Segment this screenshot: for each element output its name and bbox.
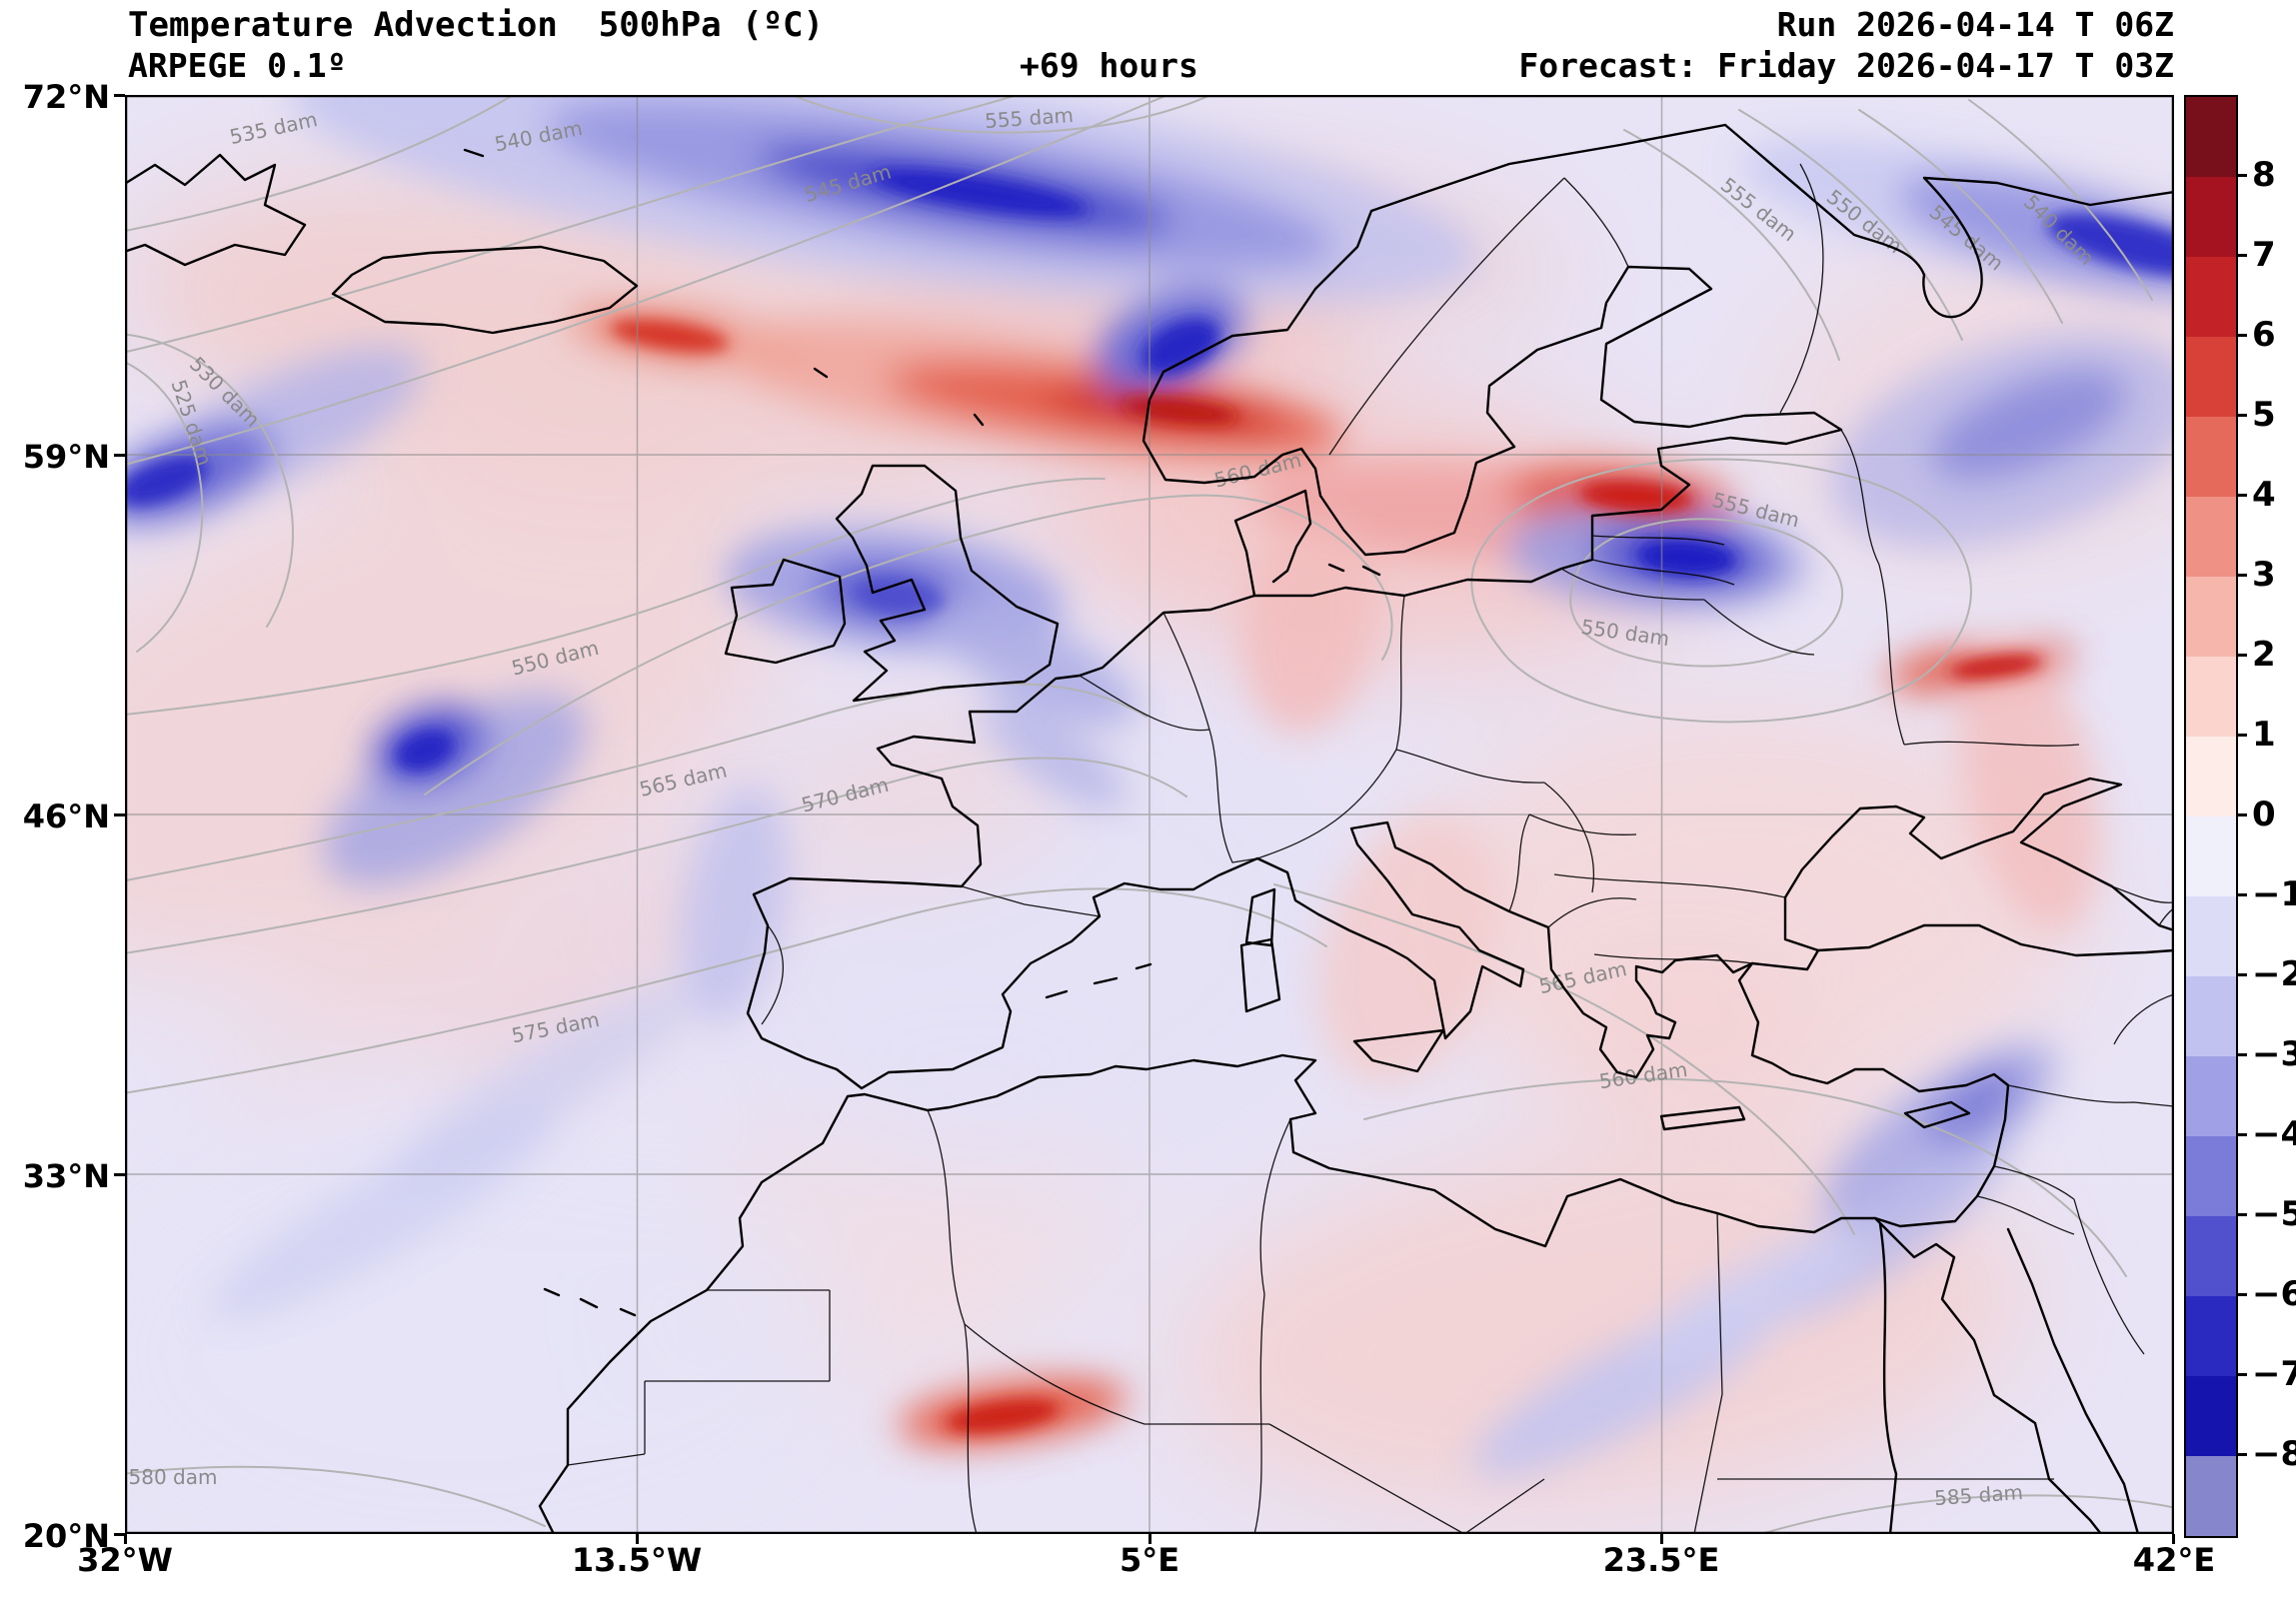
y-axis-tick-label: 20°N bbox=[22, 1517, 110, 1555]
axis-tick bbox=[114, 1533, 125, 1536]
map-frame bbox=[125, 95, 2174, 1534]
colorbar-tick-label: 3 bbox=[2252, 555, 2276, 595]
map-area: 535 dam 540 dam 545 dam 555 dam 555 dam … bbox=[125, 95, 2174, 1534]
axis-tick bbox=[2172, 1534, 2175, 1544]
colorbar-tick-label: −3 bbox=[2252, 1034, 2296, 1074]
axis-tick bbox=[636, 1534, 639, 1544]
x-axis-tick-label: 13.5°W bbox=[571, 1541, 703, 1579]
axis-tick bbox=[1660, 1534, 1663, 1544]
x-axis-tick-label: 32°W bbox=[77, 1541, 173, 1579]
axis-tick bbox=[124, 1534, 127, 1544]
axis-tick bbox=[114, 1173, 125, 1176]
y-axis-tick-label: 72°N bbox=[22, 78, 110, 116]
coastlines bbox=[125, 123, 2174, 1534]
model-label: ARPEGE 0.1º bbox=[128, 46, 347, 85]
colorbar-tick-label: 0 bbox=[2252, 795, 2276, 834]
colorbar-tick-label: 7 bbox=[2252, 235, 2276, 275]
colorbar-tick-label: −8 bbox=[2252, 1434, 2296, 1474]
contour-label: 580 dam bbox=[129, 1465, 218, 1489]
x-axis-tick-label: 42°E bbox=[2132, 1541, 2216, 1579]
colorbar-gradient bbox=[2184, 95, 2238, 1538]
y-axis-tick-label: 33°N bbox=[22, 1157, 110, 1195]
lead-time-label: +69 hours bbox=[1020, 46, 1198, 85]
axis-tick bbox=[114, 813, 125, 816]
x-axis-tick-label: 5°E bbox=[1119, 1541, 1180, 1579]
run-label: Run 2026-04-14 T 06Z bbox=[1776, 5, 2174, 44]
forecast-label: Forecast: Friday 2026-04-17 T 03Z bbox=[1518, 46, 2174, 85]
country-borders bbox=[567, 163, 2174, 1534]
colorbar: 8 7 6 5 4 3 2 1 0 −1 −2 −3 −4 −5 −6 −7 −… bbox=[2238, 95, 2296, 1534]
advection-field-cores bbox=[125, 169, 2174, 1433]
axis-tick bbox=[114, 94, 125, 97]
colorbar-tick-label: −5 bbox=[2252, 1194, 2296, 1234]
y-axis-tick-label: 59°N bbox=[22, 438, 110, 476]
colorbar-tick-label: −1 bbox=[2252, 874, 2296, 914]
map-canvas: 535 dam 540 dam 545 dam 555 dam 555 dam … bbox=[125, 95, 2174, 1534]
colorbar-tick-label: −7 bbox=[2252, 1354, 2296, 1394]
colorbar-tick-label: −2 bbox=[2252, 954, 2296, 994]
colorbar-tick-label: 5 bbox=[2252, 395, 2276, 435]
colorbar-tick-label: 4 bbox=[2252, 475, 2276, 515]
colorbar-tick-label: 1 bbox=[2252, 715, 2276, 755]
colorbar-tick-label: 8 bbox=[2252, 155, 2276, 195]
colorbar-tick-label: −4 bbox=[2252, 1114, 2296, 1154]
colorbar-tick-label: −6 bbox=[2252, 1274, 2296, 1314]
y-axis-tick-label: 46°N bbox=[22, 798, 110, 835]
x-axis-tick-label: 23.5°E bbox=[1602, 1541, 1720, 1579]
figure-title: Temperature Advection 500hPa (ºC) bbox=[128, 5, 824, 45]
axis-tick bbox=[114, 454, 125, 457]
colorbar-tick-label: 2 bbox=[2252, 635, 2276, 675]
grid-lines bbox=[125, 95, 2174, 1534]
axis-tick bbox=[1148, 1534, 1151, 1544]
colorbar-tick-label: 6 bbox=[2252, 315, 2276, 355]
